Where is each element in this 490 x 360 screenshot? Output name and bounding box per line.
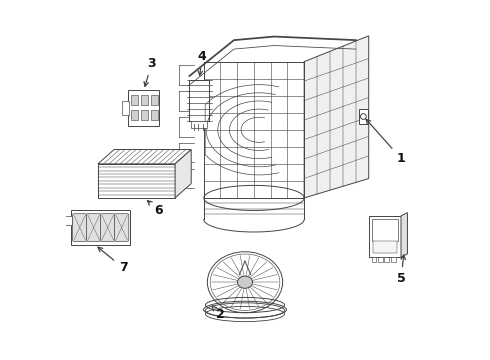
Text: 7: 7 xyxy=(98,247,127,274)
Text: 2: 2 xyxy=(212,306,224,321)
Bar xyxy=(378,257,383,262)
Text: 3: 3 xyxy=(144,57,156,86)
Bar xyxy=(391,257,395,262)
Bar xyxy=(385,257,389,262)
FancyBboxPatch shape xyxy=(87,214,101,241)
Text: 1: 1 xyxy=(366,119,405,165)
Ellipse shape xyxy=(203,301,287,318)
Text: 6: 6 xyxy=(147,201,163,217)
Polygon shape xyxy=(175,149,191,198)
Bar xyxy=(141,95,148,105)
Bar xyxy=(131,95,139,105)
FancyBboxPatch shape xyxy=(100,214,115,241)
Bar xyxy=(359,109,368,124)
Polygon shape xyxy=(304,36,368,198)
Bar xyxy=(131,110,139,121)
Bar xyxy=(122,101,129,116)
Bar xyxy=(128,90,159,126)
Bar xyxy=(71,211,130,244)
Bar xyxy=(98,164,175,198)
Bar xyxy=(151,95,158,105)
Ellipse shape xyxy=(238,276,252,288)
Polygon shape xyxy=(401,213,408,257)
Bar xyxy=(191,121,207,128)
Text: 5: 5 xyxy=(396,255,405,285)
Bar xyxy=(371,219,398,242)
Text: 4: 4 xyxy=(197,50,206,76)
Bar xyxy=(373,240,397,253)
Bar xyxy=(368,216,401,257)
Bar xyxy=(371,257,376,262)
Polygon shape xyxy=(98,149,191,164)
Bar xyxy=(151,110,158,121)
FancyBboxPatch shape xyxy=(115,214,129,241)
Bar xyxy=(141,110,148,121)
FancyBboxPatch shape xyxy=(73,214,87,241)
Bar xyxy=(190,80,209,121)
Bar xyxy=(65,216,72,225)
